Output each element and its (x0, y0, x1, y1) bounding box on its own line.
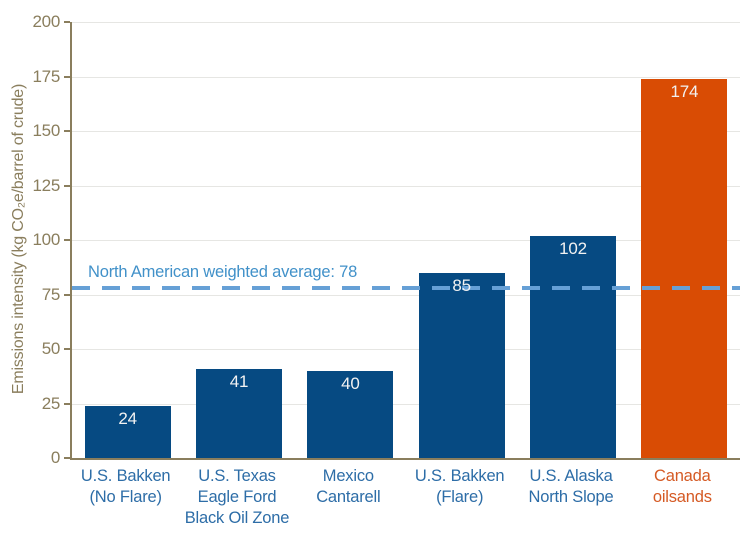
gridline (72, 349, 740, 350)
reference-line-label: North American weighted average: 78 (88, 262, 358, 281)
bar-value-label: 102 (559, 238, 587, 258)
gridline (72, 185, 740, 187)
gridline (72, 131, 740, 132)
y-tick-label: 175 (32, 66, 61, 86)
plot-area: 24 41 40 85 102 174 North American weighted a… (70, 22, 740, 460)
y-tick-label: 125 (32, 175, 61, 195)
bar-value-label: 40 (341, 373, 360, 393)
bar-4: 85 (418, 272, 505, 458)
bar-value-label: 174 (670, 81, 699, 101)
y-tick-label: 0 (50, 448, 60, 467)
y-tick-label: 150 (32, 121, 61, 140)
gridline (72, 240, 740, 241)
y-tick-mark (64, 184, 70, 187)
bar-2: 41 (196, 368, 282, 458)
gridline (72, 403, 740, 405)
x-category-label: Canada oilsands (652, 467, 712, 506)
x-category-label: U.S. Texas Eagle Ford Black Oil Zone (184, 467, 290, 527)
y-tick-mark (64, 402, 70, 405)
y-tick-label: 75 (41, 284, 61, 304)
x-category-label: Mexico Cantarell (316, 467, 381, 506)
y-tick-mark (64, 348, 70, 350)
y-tick-mark (64, 457, 70, 459)
bar-5: 102 (530, 235, 616, 458)
y-tick-label: 200 (32, 12, 61, 31)
y-tick-mark (64, 130, 70, 132)
gridline (72, 22, 740, 23)
y-tick-label: 25 (41, 393, 61, 413)
bar-3: 40 (307, 370, 394, 458)
x-category-label: U.S. Bakken (No Flare) (80, 467, 171, 506)
bar-1: 24 (84, 405, 171, 458)
y-tick-mark (64, 239, 70, 241)
gridline (72, 76, 740, 78)
x-category-label: U.S. Alaska North Slope (528, 467, 614, 506)
x-category-label: U.S. Bakken (Flare) (414, 467, 505, 506)
y-tick-label: 100 (32, 230, 61, 249)
bar-value-label: 85 (452, 275, 471, 295)
bar-value-label: 24 (118, 408, 137, 428)
y-tick-mark (64, 21, 70, 23)
y-tick-label: 50 (41, 339, 61, 358)
bar-value-label: 41 (229, 371, 249, 391)
bar-6: 174 (641, 78, 728, 458)
gridline (72, 294, 740, 296)
y-tick-mark (64, 75, 70, 78)
reference-dashed-line (72, 285, 740, 290)
y-tick-mark (64, 293, 70, 296)
